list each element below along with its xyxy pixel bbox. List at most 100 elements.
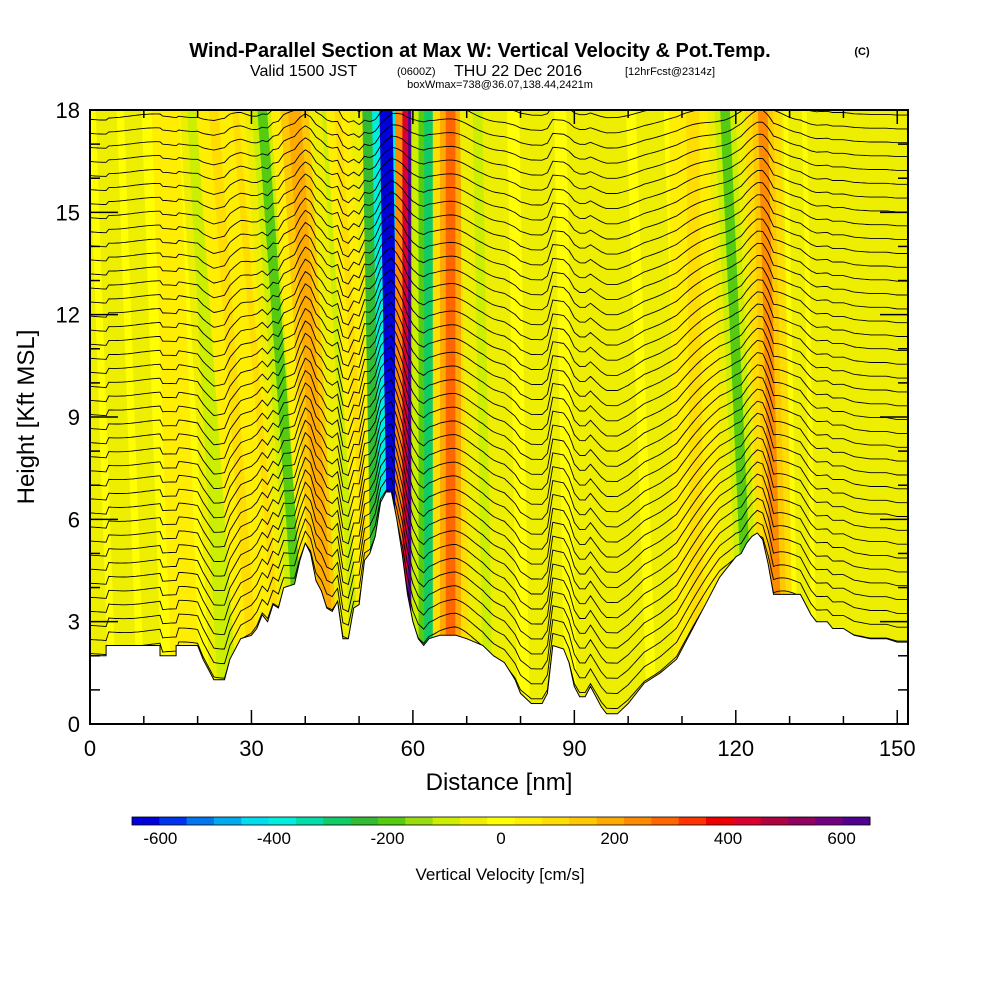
velocity-band-core [791,110,809,724]
subtitle-utc-time: (0600Z) [397,66,436,78]
isentrope-line [90,0,908,26]
colorbar-swatch [241,817,270,825]
colorbar [131,816,871,826]
x-tick-label: 120 [717,736,754,761]
velocity-band-core [445,110,456,724]
isentrope-line [90,499,908,679]
y-axis: 0 3 6 9 12 15 18 [56,98,908,737]
colorbar-tick-label: 0 [496,829,505,848]
colorbar-swatch [542,817,570,825]
y-tick-label: 0 [68,712,80,737]
x-tick-label: 90 [562,736,586,761]
colorbar-tick-label: -400 [257,829,291,848]
x-tick-label: 150 [879,736,916,761]
colorbar-swatch [678,817,707,825]
isentrope-line [90,3,908,41]
y-axis-label: Height [Kft MSL] [13,330,40,505]
isentrope-line [90,444,908,604]
velocity-band-core [472,110,494,724]
isentrope-line [90,267,908,361]
y-tick-label: 18 [56,98,80,123]
colorbar-swatch [378,817,406,825]
colorbar-swatch [432,817,461,825]
velocity-band-core [424,110,434,724]
colorbar-swatch [214,817,242,825]
colorbar-swatch [706,817,734,825]
isentrope-line [90,357,908,482]
chart-subtitle: Valid 1500 JST (0600Z) THU 22 Dec 2016 [… [250,63,715,80]
velocity-band-core [757,110,784,724]
isentrope-line [90,182,908,255]
y-tick-label: 9 [68,405,80,430]
isentrope-line [90,242,908,331]
colorbar-swatch [186,817,215,825]
isentrope-line [90,110,908,134]
velocity-band-core [643,110,678,724]
isentrope-line [90,230,908,316]
subtitle-valid-time: Valid 1500 JST [250,63,358,80]
colorbar-swatch [405,817,434,825]
colorbar-swatch [815,817,844,825]
colorbar-tick-label: -600 [143,829,177,848]
subtitle-date: THU 22 Dec 2016 [454,63,582,80]
y-tick-label: 12 [56,303,80,328]
isentrope-line [90,133,908,194]
terrain-mask [90,491,908,724]
isentrope-line [90,488,908,664]
isentrope-line [90,401,908,543]
colorbar-swatch [596,817,625,825]
velocity-band-core [208,110,262,724]
isentrope-line [90,368,908,498]
isentrope-line [90,290,908,391]
colorbar-swatch [296,817,324,825]
isentrope-line [90,323,908,437]
isentrope-line [90,218,908,301]
isentrope-line [90,206,908,285]
colorbar-swatch [132,817,160,825]
isentrope-line [90,455,908,619]
isentrope-line [90,411,908,558]
colorbar-tick-label: -200 [370,829,404,848]
colorbar-swatch [569,817,598,825]
colorbar-frame [131,816,871,826]
isentrope-line [90,254,908,346]
colorbar-swatch [460,817,488,825]
velocity-band-core [288,110,339,724]
colorbar-swatch [323,817,352,825]
velocity-band-core [528,110,556,724]
isentrope-line [90,312,908,422]
isentrope-line [90,301,908,407]
chart-title-mark: (C) [854,46,870,58]
colorbar-tick-label: 400 [714,829,742,848]
colorbar-swatch [514,817,543,825]
chart-subtitle-box: boxWmax=738@36.07,138.44,2421m [407,79,593,91]
isentrope-line [90,110,908,164]
isentrope-line [90,334,908,452]
velocity-band-core [686,110,705,724]
isentrope-line [90,466,908,634]
velocity-band-core [593,110,637,724]
x-tick-label: 60 [401,736,425,761]
isentrope-line [90,157,908,225]
x-axis-label: Distance [nm] [426,769,573,796]
velocity-band-core [158,110,194,724]
isentrope-line [90,110,908,149]
isentrope-line [90,510,908,694]
x-tick-label: 0 [84,736,96,761]
isentrope-line [90,422,908,573]
isentrope-line [90,279,908,376]
isentrope-line [90,379,908,513]
colorbar-swatch [733,817,762,825]
isentrope-line [90,433,908,588]
colorbar-swatch [788,817,816,825]
isentrope-line [90,145,908,210]
y-tick-label: 15 [56,200,80,225]
colorbar-swatch [268,817,297,825]
colorbar-swatch [487,817,516,825]
y-tick-label: 3 [68,610,80,635]
isentrope-line [90,477,908,649]
colorbar-swatch [159,817,188,825]
colorbar-tick-label: 200 [600,829,628,848]
x-axis: 0 30 60 90 120 150 [84,110,916,761]
